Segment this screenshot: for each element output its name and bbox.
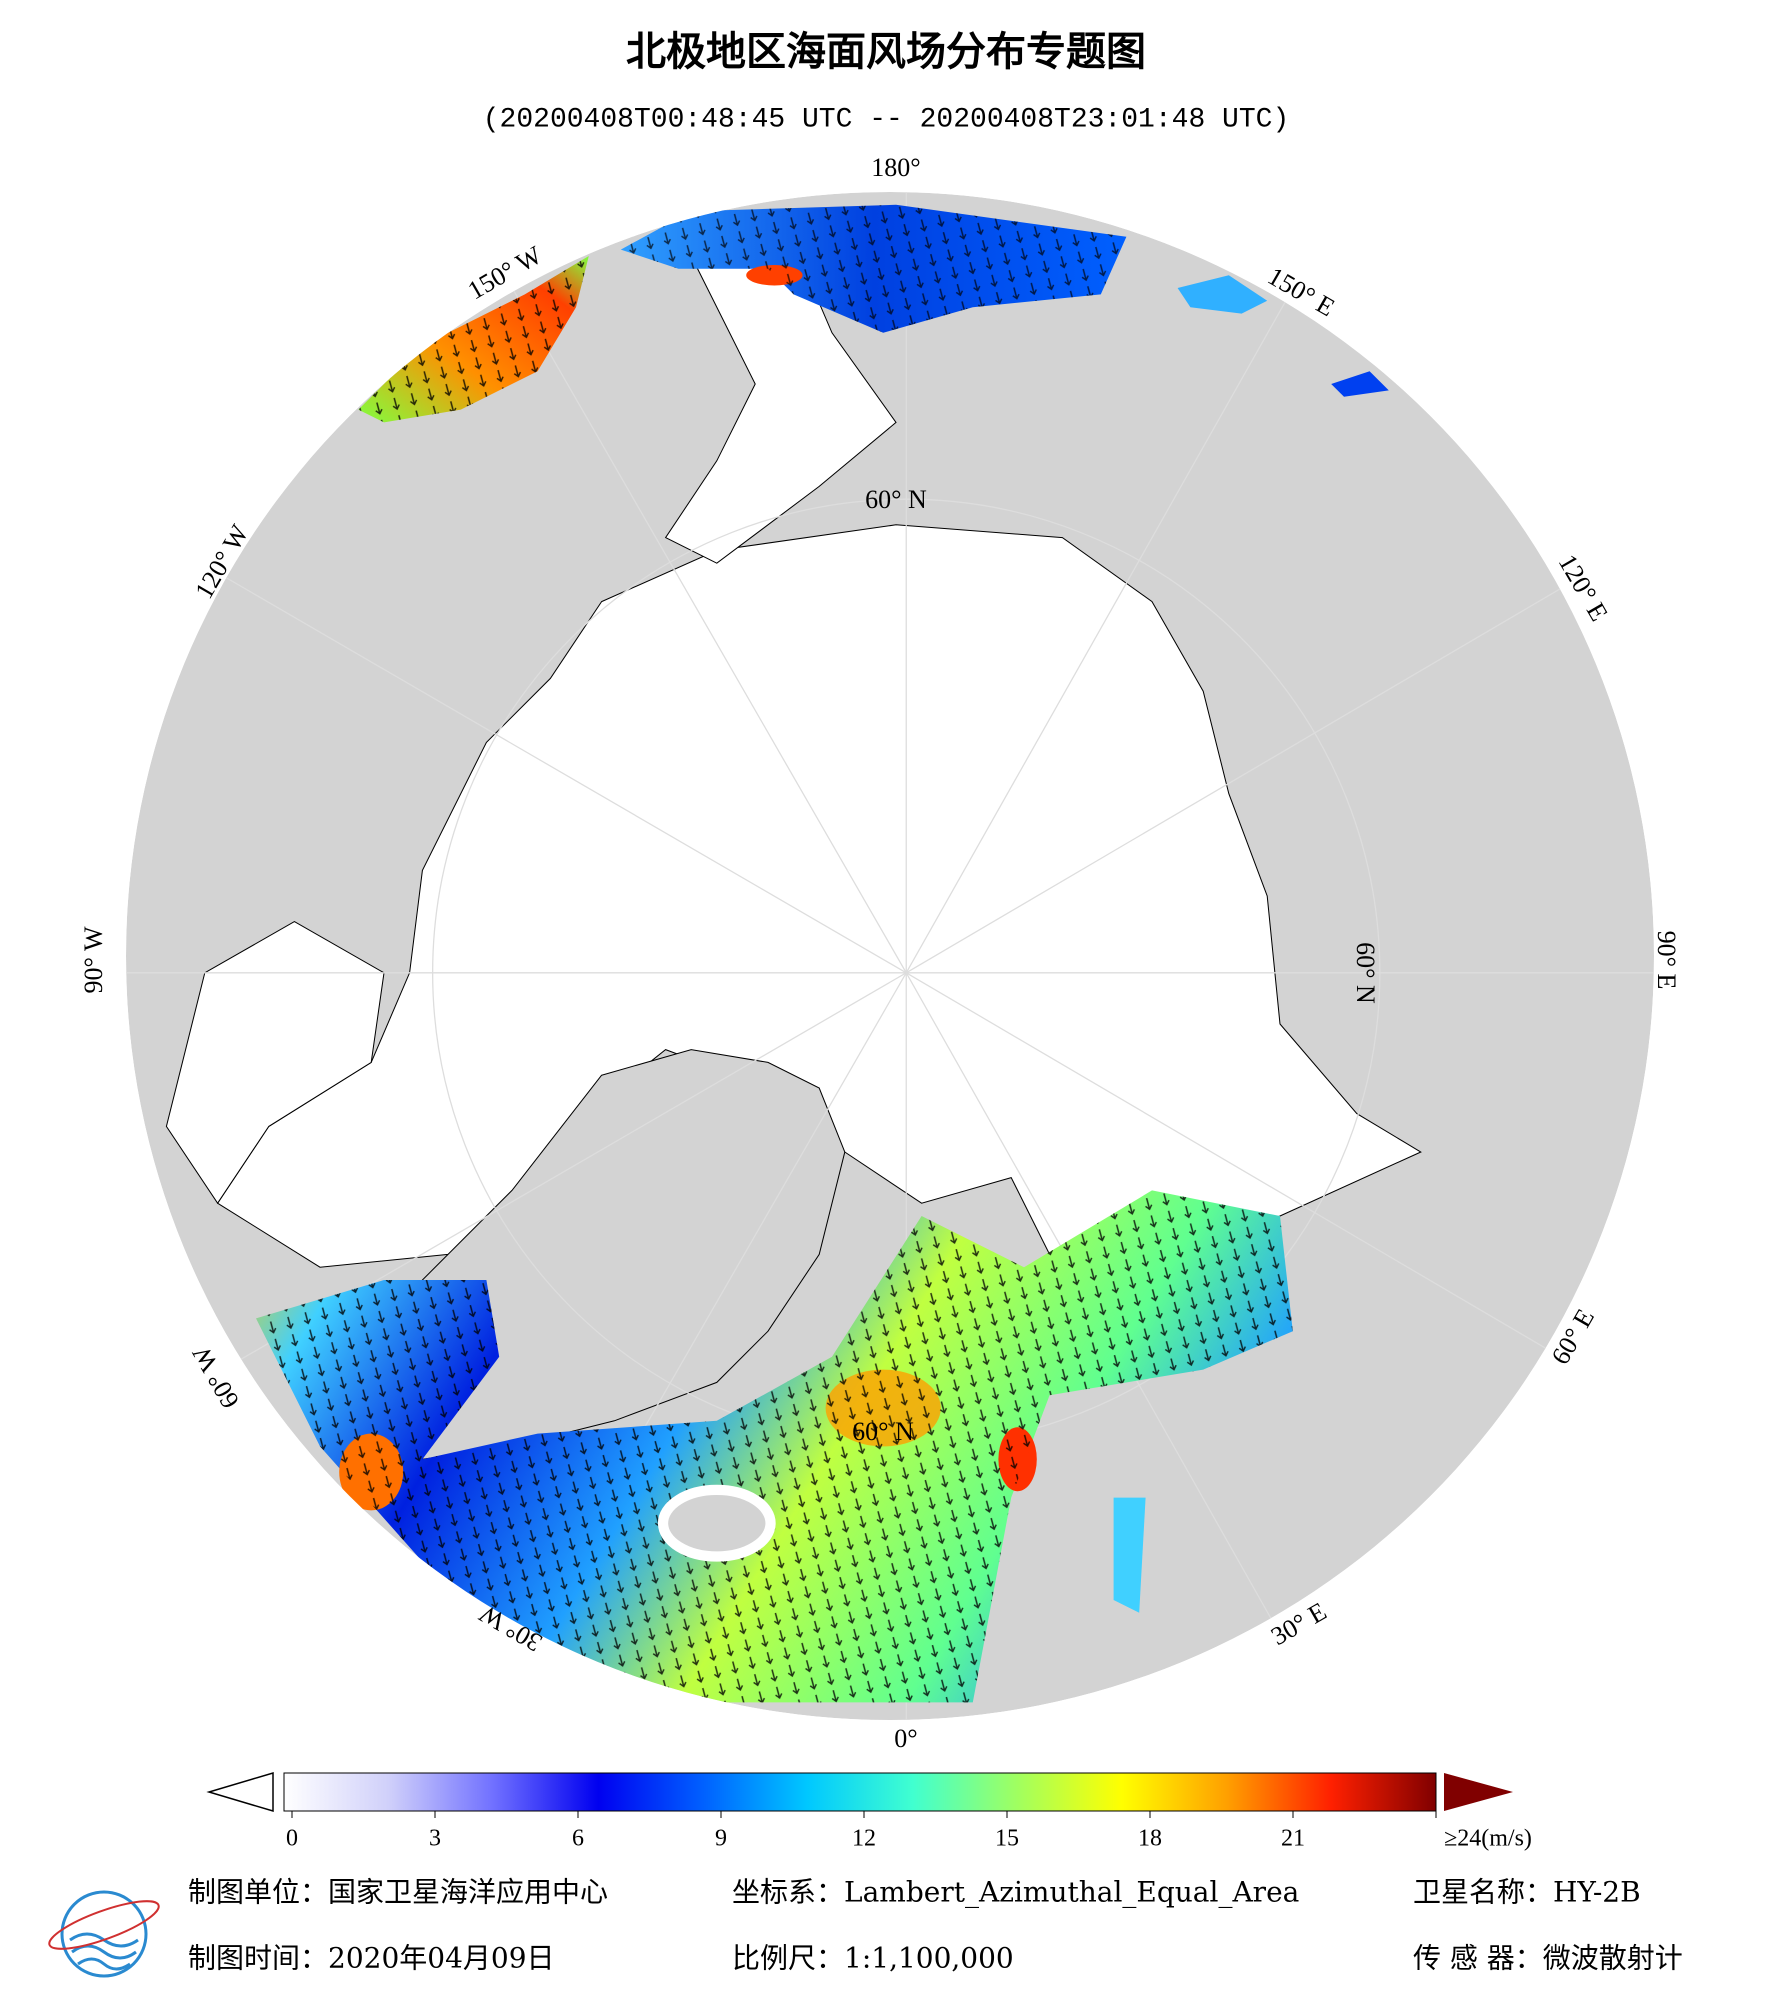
colorbar-over: [1444, 1773, 1513, 1811]
footer-text: 制图时间：2020年04月09日: [188, 1942, 555, 1975]
tick-label: 12: [852, 1826, 876, 1852]
map-label: 60° W: [186, 1341, 245, 1414]
tick-label: 18: [1138, 1826, 1162, 1852]
hudson-bay: [165, 921, 385, 1205]
colorbar-ticks: 0 3 6 9 12 15 18 21 ≥24(m/s): [286, 1811, 1532, 1852]
footer-text: 传 感 器：微波散射计: [1413, 1942, 1683, 1975]
tick-label: 0: [286, 1826, 298, 1852]
title: 北极地区海面风场分布专题图: [626, 29, 1146, 75]
wind-arrows: [358, 256, 589, 423]
wind-arrows: [256, 1190, 1293, 1703]
map-label: 90° E: [1652, 931, 1681, 990]
wind-field: [1331, 371, 1389, 397]
map-label: 0°: [894, 1724, 917, 1753]
subtitle: (20200408T00:48:45 UTC -- 20200408T23:01…: [483, 104, 1290, 135]
map-label: 90° W: [79, 926, 108, 993]
tick-label: 21: [1281, 1826, 1305, 1852]
map-shapes: [126, 192, 1654, 1720]
map-label: 60° N: [1351, 942, 1380, 1004]
tick-label: ≥24(m/s): [1444, 1826, 1532, 1852]
map-label: 60° N: [865, 485, 927, 514]
tick-label: 9: [715, 1826, 727, 1852]
tick-label: 15: [995, 1826, 1019, 1852]
tick-label: 6: [572, 1826, 584, 1852]
tick-label: 3: [429, 1826, 441, 1852]
footer: 制图单位：国家卫星海洋应用中心 坐标系：Lambert_Azimuthal_Equ…: [188, 1876, 1683, 1975]
colorbar: [283, 1772, 1437, 1812]
colorbar-under: [206, 1771, 274, 1813]
map: [126, 192, 1654, 1720]
logo: [48, 1890, 160, 1978]
footer-text: 比例尺：1:1,100,000: [732, 1942, 1014, 1975]
footer-text: 制图单位：国家卫星海洋应用中心: [188, 1876, 608, 1909]
footer-text: 坐标系：Lambert_Azimuthal_Equal_Area: [732, 1876, 1299, 1909]
wind-field: [1113, 1497, 1146, 1613]
footer-text: 卫星名称：HY-2B: [1413, 1876, 1641, 1909]
iceland: [657, 1484, 776, 1562]
wind-arrows: [620, 204, 1127, 333]
map-label: 180°: [871, 153, 920, 182]
map-label: 60° N: [852, 1417, 914, 1446]
wind-field: [1177, 275, 1268, 314]
